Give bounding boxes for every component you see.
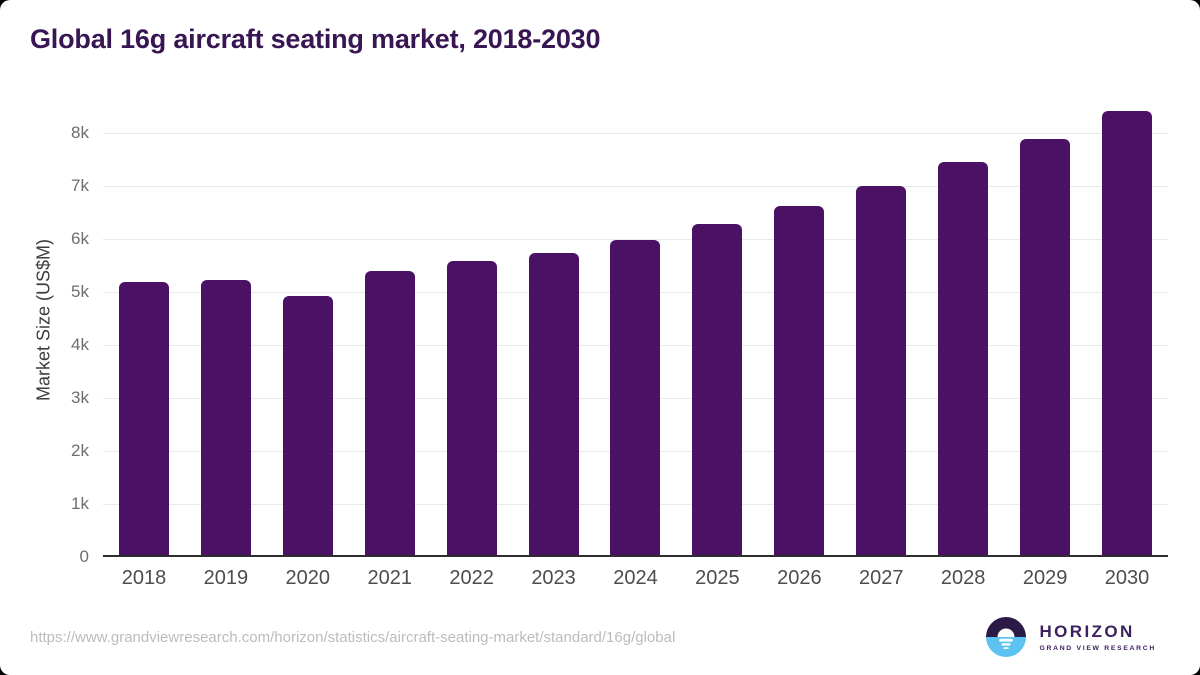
grid-line xyxy=(103,132,1168,134)
source-url: https://www.grandviewresearch.com/horizo… xyxy=(30,628,676,646)
x-tick-label: 2019 xyxy=(203,567,249,589)
bar-slot xyxy=(758,97,840,557)
bar-slot xyxy=(267,97,349,557)
y-tick-label: 3k xyxy=(71,388,89,407)
x-tick-label: 2020 xyxy=(285,567,331,589)
bar-2018[interactable] xyxy=(118,282,169,557)
bar-slot xyxy=(431,97,513,557)
x-tick-label: 2029 xyxy=(1022,567,1068,589)
x-tick-label: 2018 xyxy=(121,567,167,589)
grid-line xyxy=(103,185,1168,187)
x-tick-label: 2021 xyxy=(367,567,412,589)
y-tick-label: 1k xyxy=(71,494,89,513)
bar-series xyxy=(103,97,1168,557)
bar-slot xyxy=(513,97,595,557)
logo-subtitle: GRAND VIEW RESEARCH xyxy=(1039,645,1156,652)
horizon-logo: HORIZON GRAND VIEW RESEARCH xyxy=(986,617,1156,657)
bar-2023[interactable] xyxy=(528,252,579,557)
y-tick-label: 2k xyxy=(71,441,89,460)
x-tick-label: 2027 xyxy=(859,567,904,589)
bar-slot xyxy=(840,97,922,557)
bar-2019[interactable] xyxy=(200,279,251,557)
bar-2026[interactable] xyxy=(774,206,825,557)
plot-area: 0 1k 2k 3k 4k 5k 6k 7k 8k 2018 2019 2020 2021 2022 20… xyxy=(71,97,1168,589)
chart-title: Global 16g aircraft seating market, 2018… xyxy=(30,24,601,54)
bar-2022[interactable] xyxy=(446,261,497,557)
bar-2028[interactable] xyxy=(938,162,989,557)
bar-2024[interactable] xyxy=(610,239,661,557)
y-tick-label: 4k xyxy=(71,335,89,354)
bar-slot xyxy=(349,97,431,557)
x-axis-tick-labels: 2018 2019 2020 2021 2022 2023 2024 2025 2026 2027… xyxy=(103,567,1168,590)
horizon-sun-icon xyxy=(986,617,1027,657)
x-tick-label: 2024 xyxy=(613,567,658,589)
x-axis-line xyxy=(103,555,1168,557)
bar-slot xyxy=(1086,97,1168,557)
bar-2021[interactable] xyxy=(364,271,415,557)
bar-slot xyxy=(185,97,267,557)
x-tick-label: 2026 xyxy=(777,567,822,589)
y-axis-title: Market Size (US$M) xyxy=(33,238,54,402)
bar-2030[interactable] xyxy=(1102,111,1153,557)
bar-slot xyxy=(922,97,1004,557)
bar-slot xyxy=(1004,97,1086,557)
bar-slot xyxy=(103,97,185,557)
grid-line xyxy=(103,238,1168,240)
y-tick-label: 0 xyxy=(79,547,89,566)
x-tick-label: 2022 xyxy=(449,567,494,589)
x-tick-label: 2023 xyxy=(531,567,576,589)
y-tick-label: 7k xyxy=(71,176,89,195)
x-tick-label: 2028 xyxy=(940,567,986,589)
bar-slot xyxy=(595,97,677,557)
bar-2027[interactable] xyxy=(856,186,907,557)
y-tick-label: 6k xyxy=(71,229,89,248)
y-tick-label: 8k xyxy=(71,123,89,142)
footer: https://www.grandviewresearch.com/horizo… xyxy=(30,613,1156,661)
bar-2029[interactable] xyxy=(1020,138,1071,557)
bar-slot xyxy=(676,97,758,557)
x-tick-label: 2030 xyxy=(1104,567,1150,589)
y-tick-label: 5k xyxy=(71,282,89,301)
x-tick-label: 2025 xyxy=(695,567,740,589)
logo-text: HORIZON GRAND VIEW RESEARCH xyxy=(1039,622,1156,652)
logo-name: HORIZON xyxy=(1039,622,1135,641)
bar-2025[interactable] xyxy=(692,223,743,557)
bar-2020[interactable] xyxy=(282,295,333,557)
